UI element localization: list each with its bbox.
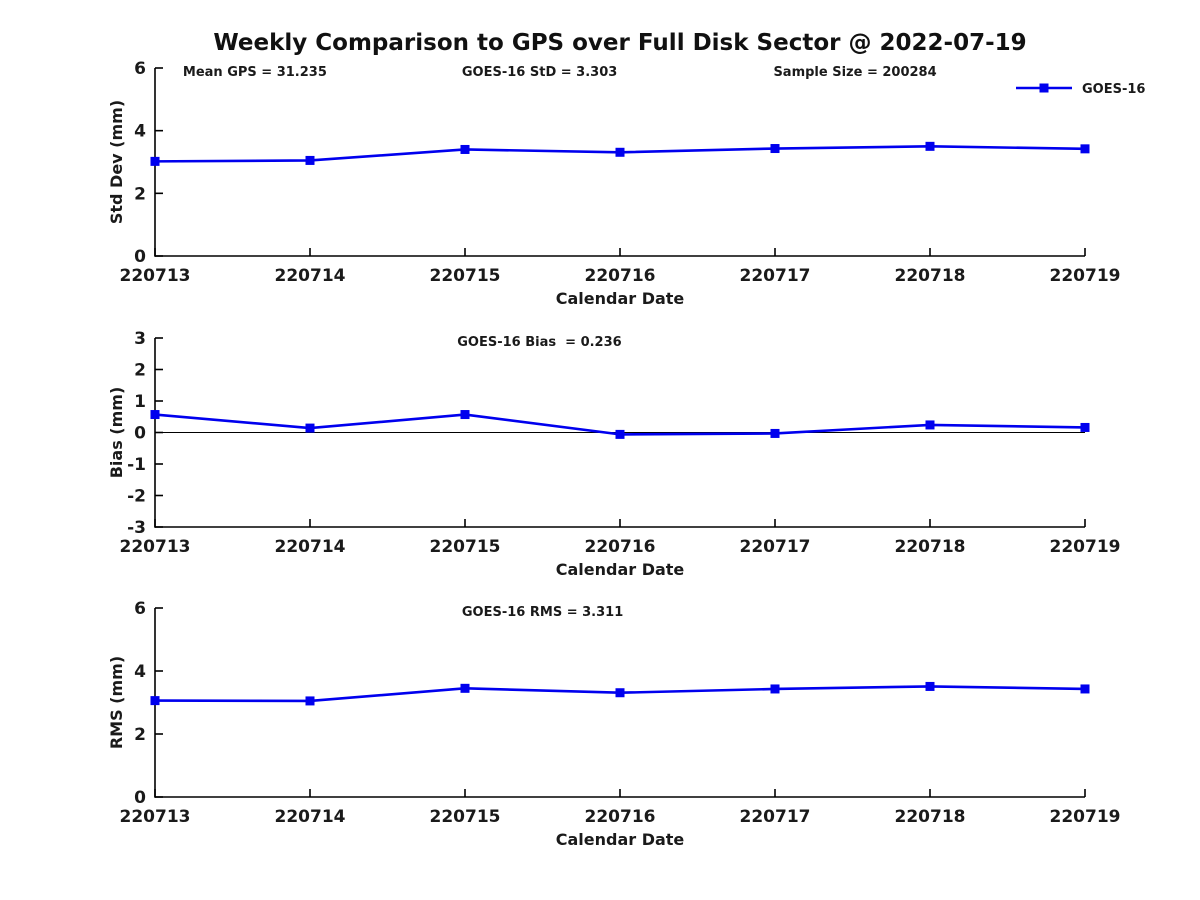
x-tick-label: 220716 [585,266,656,286]
data-point-marker [615,147,625,157]
x-tick-label: 220716 [585,537,656,557]
x-tick-label: 220718 [895,807,966,827]
data-point-marker [150,696,160,706]
y-axis-title: Std Dev (mm) [107,100,126,224]
y-axis-title: Bias (mm) [107,387,126,479]
x-axis-title: Calendar Date [556,830,685,849]
x-tick-label: 220718 [895,266,966,286]
x-tick-label: 220715 [430,537,501,557]
data-point-marker [305,696,315,706]
data-point-marker [460,144,470,154]
x-tick-label: 220716 [585,807,656,827]
legend-label: GOES-16 [1082,82,1145,97]
panel-annotation: Sample Size = 200284 [773,65,936,80]
y-axis-title: RMS (mm) [107,656,126,749]
data-point-marker [460,410,470,420]
y-tick-label: 0 [134,247,146,267]
data-point-marker [615,688,625,698]
data-point-marker [770,144,780,154]
data-point-marker [925,681,935,691]
y-tick-label: 2 [134,725,146,745]
x-tick-label: 220717 [740,537,811,557]
y-tick-label: -1 [127,455,146,475]
chart-title: Weekly Comparison to GPS over Full Disk … [213,30,1027,56]
x-tick-label: 220715 [430,266,501,286]
data-point-marker [925,420,935,430]
y-tick-label: 0 [134,424,146,444]
y-tick-label: 6 [134,59,146,79]
x-tick-label: 220714 [275,807,346,827]
x-tick-label: 220713 [120,807,191,827]
x-tick-label: 220717 [740,266,811,286]
y-tick-label: -3 [127,518,146,538]
data-point-marker [1080,684,1090,694]
panel-annotation: Mean GPS = 31.235 [183,65,327,80]
y-tick-label: 4 [134,122,146,142]
x-tick-label: 220713 [120,537,191,557]
data-point-marker [770,428,780,438]
data-point-marker [150,410,160,420]
bias-panel: -3 -2 -1 0 1 2 3 220713 220714 220715 220716 220717… [107,329,1120,579]
x-axis-title: Calendar Date [556,560,685,579]
data-point-marker [1080,144,1090,154]
data-point-marker [305,423,315,433]
legend-marker [1039,83,1049,93]
data-point-marker [150,156,160,166]
x-axis-title: Calendar Date [556,289,685,308]
panel-annotation: GOES-16 Bias = 0.236 [457,335,621,350]
data-point-marker [615,429,625,439]
x-tick-label: 220715 [430,807,501,827]
panel-annotation: GOES-16 StD = 3.303 [462,65,617,80]
data-point-marker [305,155,315,165]
x-tick-label: 220713 [120,266,191,286]
data-point-marker [770,684,780,694]
data-point-marker [1080,422,1090,432]
data-point-marker [460,683,470,693]
legend: GOES-16 [1016,82,1145,97]
y-tick-label: 2 [134,361,146,381]
rms-panel: 0 2 4 6 220713 220714 220715 220716 220717 220718… [107,599,1120,849]
x-tick-label: 220719 [1050,807,1121,827]
x-tick-label: 220717 [740,807,811,827]
y-tick-label: -2 [127,487,146,507]
x-tick-label: 220719 [1050,537,1121,557]
y-tick-label: 4 [134,662,146,682]
y-tick-label: 3 [134,329,146,349]
y-tick-label: 2 [134,184,146,204]
x-tick-label: 220714 [275,266,346,286]
data-point-marker [925,141,935,151]
y-tick-label: 0 [134,788,146,808]
panel-annotation: GOES-16 RMS = 3.311 [462,605,623,620]
y-tick-label: 6 [134,599,146,619]
x-tick-label: 220718 [895,537,966,557]
y-tick-label: 1 [134,392,146,412]
x-tick-label: 220714 [275,537,346,557]
x-tick-label: 220719 [1050,266,1121,286]
std-dev-panel: 0 2 4 6 220713 220714 220715 220716 220717 220718… [107,59,1145,308]
